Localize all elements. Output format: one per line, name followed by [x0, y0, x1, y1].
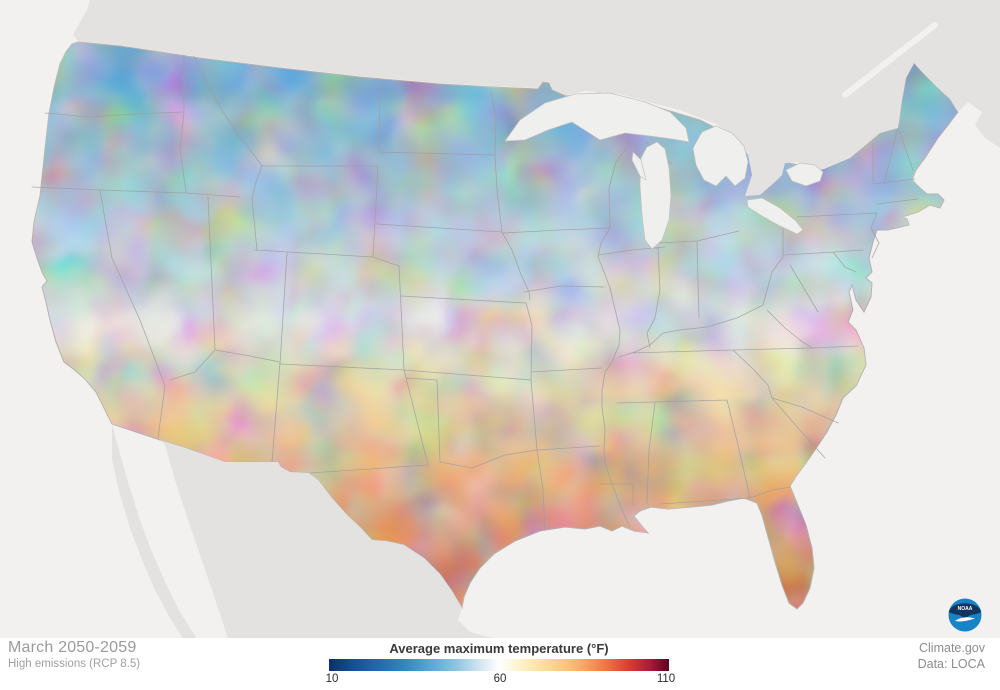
legend-colorbar [329, 659, 669, 671]
lake-ontario [785, 162, 824, 187]
legend-tick-max: 110 [656, 673, 676, 685]
date-range-label: March 2050-2059 [8, 639, 137, 656]
legend: Average maximum temperature (°F) 10 60 1… [325, 638, 676, 687]
green-bay [631, 151, 647, 181]
vancouver-island [79, 2, 117, 38]
noaa-logo: NOAA [948, 598, 982, 632]
credit-source: Climate.gov [919, 641, 985, 655]
credits: Climate.gov Data: LOCA [918, 641, 985, 672]
lake-huron [692, 125, 749, 187]
map-area: NOAA [31, 0, 1000, 690]
lake-superior [504, 92, 690, 143]
canada-land [73, 0, 1000, 196]
legend-ticks: 10 60 110 [325, 673, 676, 687]
temperature-raster-detail [36, 42, 958, 609]
state-borders [31, 47, 919, 531]
footer-left: March 2050-2059 High emissions (RCP 8.5) [8, 639, 140, 670]
footer-bar: March 2050-2059 High emissions (RCP 8.5)… [0, 638, 1000, 690]
st-lawrence-river [842, 22, 938, 98]
legend-tick-mid: 60 [493, 673, 507, 685]
legend-tick-min: 10 [325, 673, 339, 685]
legend-title: Average maximum temperature (°F) [389, 641, 609, 656]
lake-erie [746, 197, 804, 235]
lake-michigan [639, 141, 672, 250]
map-svg: NOAA [31, 0, 1000, 690]
mexico-land [160, 440, 530, 690]
noaa-logo-gull-icon [955, 617, 975, 622]
noaa-logo-text: NOAA [958, 606, 973, 612]
scenario-label: High emissions (RCP 8.5) [8, 658, 141, 670]
credit-data: Data: LOCA [917, 656, 985, 671]
great-lakes [504, 92, 824, 250]
noaa-logo-crest [948, 603, 982, 621]
